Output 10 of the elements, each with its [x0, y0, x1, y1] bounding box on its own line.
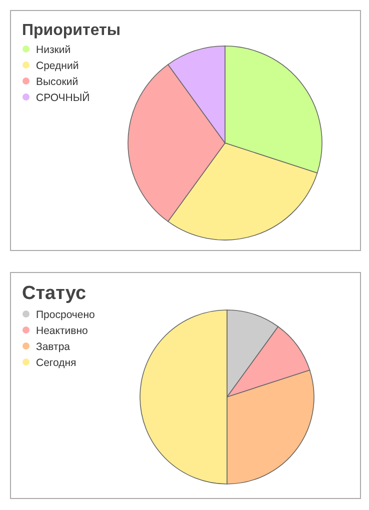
- legend-label: Сегодня: [36, 357, 76, 369]
- legend-label: Низкий: [36, 44, 71, 56]
- legend-label: Средний: [36, 60, 79, 72]
- legend-label: Завтра: [36, 341, 70, 353]
- legend-label: Неактивно: [36, 325, 88, 337]
- chart-title: Приоритеты: [22, 22, 121, 39]
- legend-label: Высокий: [36, 76, 78, 88]
- legend-label: СРОЧНЫЙ: [36, 91, 90, 104]
- chart-title: Статус: [22, 283, 86, 304]
- legend-label: Просрочено: [36, 309, 96, 321]
